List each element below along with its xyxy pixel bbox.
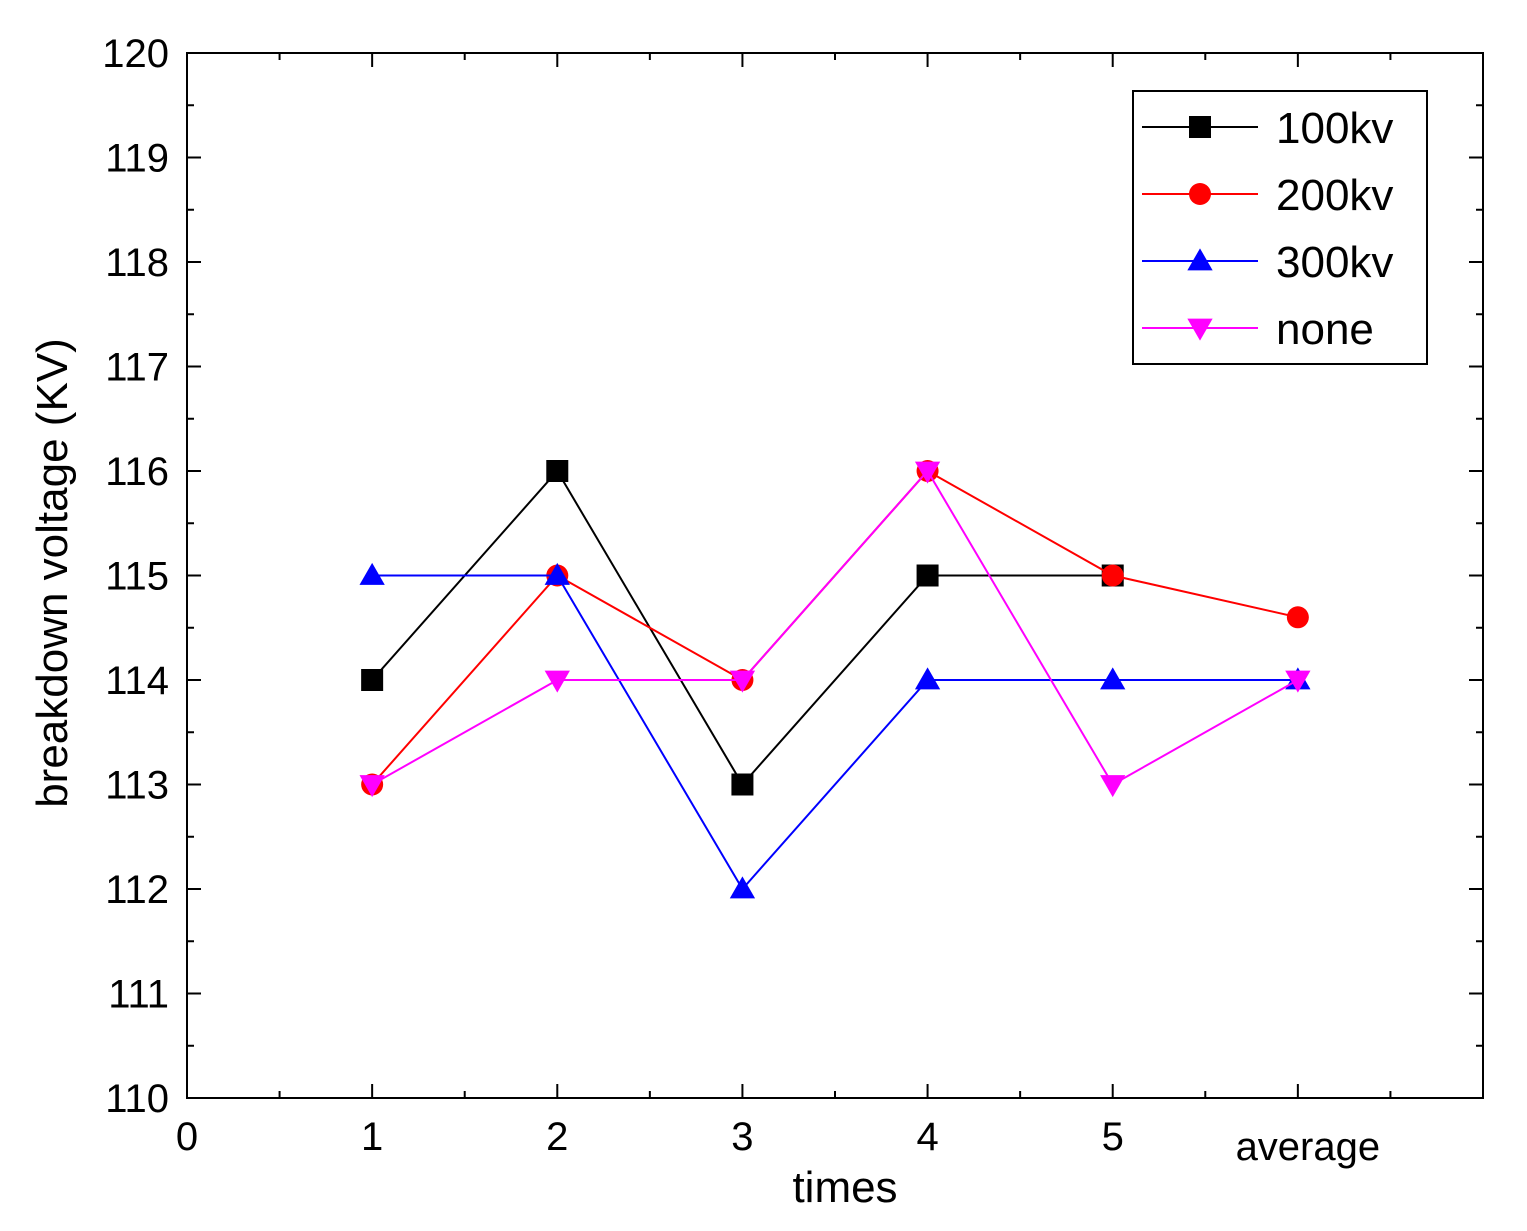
series-layer — [359, 460, 1311, 899]
data-point-100kv — [916, 564, 939, 587]
data-point-none — [1285, 670, 1311, 693]
data-point-none — [914, 461, 941, 484]
legend-item-200kv: 200kv — [1142, 171, 1393, 220]
y-tick-label: 119 — [105, 137, 169, 181]
x-tick-label: 5 — [1102, 1115, 1124, 1159]
legend-marker — [1189, 116, 1211, 138]
legend-label: 100kv — [1276, 104, 1393, 153]
data-point-100kv — [361, 669, 384, 691]
y-tick-label: 110 — [105, 1077, 169, 1121]
data-point-none — [1100, 775, 1126, 798]
legend: 100kv 200kv 300kv none — [1132, 90, 1428, 365]
y-tick-label: 111 — [108, 973, 169, 1017]
x-tick-label-average: average — [1236, 1125, 1381, 1169]
y-tick-label: 114 — [105, 659, 169, 703]
legend-item-100kv: 100kv — [1142, 104, 1393, 153]
data-point-none — [359, 775, 385, 798]
y-tick-label: 120 — [102, 32, 169, 76]
y-tick-label: 113 — [105, 764, 169, 808]
y-axis-title: breakdown voltage (KV) — [28, 338, 77, 808]
data-point-none — [544, 670, 570, 693]
data-point-100kv — [546, 460, 569, 482]
y-tick-label: 112 — [105, 868, 169, 912]
data-point-300kv — [914, 667, 941, 690]
x-axis-title: times — [792, 1163, 897, 1212]
series-none — [359, 461, 1311, 798]
legend-marker — [1187, 318, 1213, 341]
series-line-none — [371, 469, 1299, 786]
data-point-300kv — [729, 876, 756, 899]
data-point-200kv — [1286, 606, 1309, 629]
legend-label: 200kv — [1276, 171, 1393, 220]
y-tick-label: 116 — [105, 450, 169, 494]
x-tick-label: 3 — [731, 1115, 753, 1159]
legend-marker — [1189, 183, 1211, 205]
x-tick-label: 2 — [546, 1115, 568, 1159]
legend-label: 300kv — [1276, 238, 1393, 287]
legend-marker — [1187, 248, 1213, 271]
data-point-100kv — [731, 773, 754, 796]
legend-label: none — [1276, 305, 1374, 354]
legend-box — [1132, 90, 1428, 365]
y-tick-label: 118 — [105, 241, 169, 285]
x-tick-label: 4 — [916, 1115, 938, 1159]
data-point-300kv — [359, 562, 385, 585]
x-tick-label: 0 — [176, 1115, 198, 1159]
ticks-layer — [186, 52, 1484, 1099]
series-line-300kv — [372, 574, 1298, 891]
y-tick-label: 115 — [105, 555, 169, 599]
x-tick-label: 1 — [361, 1115, 383, 1159]
data-point-300kv — [1100, 667, 1126, 690]
y-tick-label: 117 — [105, 346, 169, 390]
legend-item-300kv: 300kv — [1142, 238, 1393, 287]
data-point-none — [729, 670, 756, 693]
data-point-300kv — [544, 562, 570, 585]
labels-layer: 110 111 112 113 114 115 116 117 118 119 120 0 1 2 3 4 5 a… — [102, 32, 1380, 1169]
data-point-200kv — [1101, 564, 1124, 587]
legend-item-none: none — [1142, 305, 1374, 354]
